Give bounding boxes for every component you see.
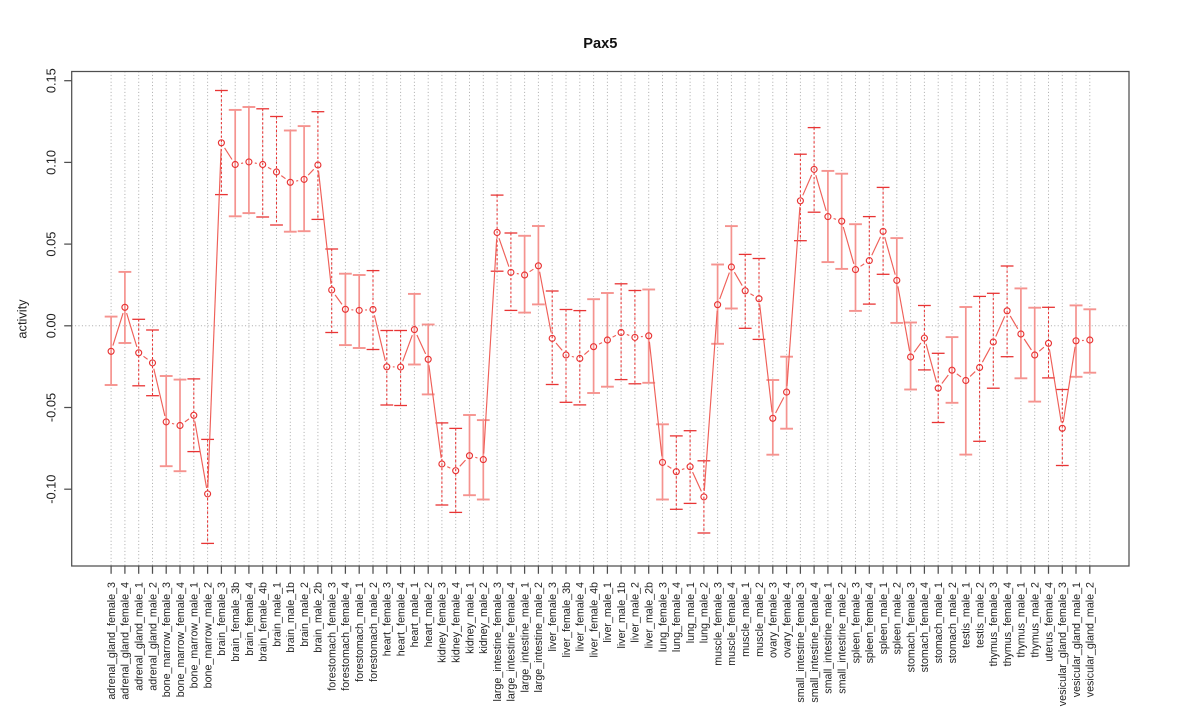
svg-text:liver_female_4b: liver_female_4b — [588, 582, 600, 658]
svg-text:muscle_female_4: muscle_female_4 — [726, 582, 738, 666]
svg-text:kidney_male_1: kidney_male_1 — [464, 582, 476, 654]
svg-text:kidney_male_2: kidney_male_2 — [478, 582, 490, 654]
svg-text:heart_female_4: heart_female_4 — [395, 582, 407, 656]
svg-text:large_intestine_male_1: large_intestine_male_1 — [519, 582, 531, 693]
svg-text:forestomach_male_1: forestomach_male_1 — [354, 582, 366, 682]
svg-text:spleen_female_4: spleen_female_4 — [864, 582, 876, 663]
svg-text:muscle_male_1: muscle_male_1 — [740, 582, 752, 657]
svg-text:large_intestine_female_4: large_intestine_female_4 — [506, 582, 518, 701]
svg-text:brain_female_4b: brain_female_4b — [258, 582, 270, 662]
svg-text:heart_male_1: heart_male_1 — [409, 582, 421, 647]
svg-text:large_intestine_male_2: large_intestine_male_2 — [533, 582, 545, 693]
svg-text:adrenal_gland_female_4: adrenal_gland_female_4 — [120, 582, 132, 700]
svg-text:kidney_female_3: kidney_female_3 — [437, 582, 449, 663]
svg-text:brain_male_2: brain_male_2 — [299, 582, 311, 647]
svg-text:adrenal_gland_male_2: adrenal_gland_male_2 — [147, 582, 159, 691]
svg-text:muscle_male_2: muscle_male_2 — [754, 582, 766, 657]
svg-text:thymus_female_4: thymus_female_4 — [1002, 582, 1014, 666]
svg-text:brain_female_3b: brain_female_3b — [230, 582, 242, 662]
svg-text:stomach_male_1: stomach_male_1 — [933, 582, 945, 663]
svg-text:bone_marrow_male_2: bone_marrow_male_2 — [202, 582, 214, 688]
svg-text:liver_male_2b: liver_male_2b — [644, 582, 656, 649]
svg-text:lung_male_1: lung_male_1 — [685, 582, 697, 643]
svg-text:small_intestine_female_3: small_intestine_female_3 — [795, 582, 807, 703]
svg-text:brain_female_4: brain_female_4 — [244, 582, 256, 656]
svg-text:0.10: 0.10 — [43, 150, 58, 175]
svg-text:forestomach_female_3: forestomach_female_3 — [327, 582, 339, 691]
svg-text:spleen_male_1: spleen_male_1 — [878, 582, 890, 655]
svg-text:0.05: 0.05 — [43, 232, 58, 257]
svg-text:0.00: 0.00 — [43, 313, 58, 338]
svg-text:-0.05: -0.05 — [43, 393, 58, 422]
svg-text:small_intestine_male_2: small_intestine_male_2 — [837, 582, 849, 694]
svg-text:activity: activity — [15, 299, 30, 339]
svg-text:brain_male_2b: brain_male_2b — [313, 582, 325, 653]
svg-text:brain_male_1: brain_male_1 — [271, 582, 283, 647]
svg-text:spleen_male_2: spleen_male_2 — [892, 582, 904, 655]
svg-text:liver_male_2: liver_male_2 — [630, 582, 642, 643]
svg-text:lung_female_3: lung_female_3 — [657, 582, 669, 652]
svg-text:stomach_female_3: stomach_female_3 — [905, 582, 917, 672]
svg-text:-0.10: -0.10 — [43, 475, 58, 504]
svg-text:Pax5: Pax5 — [583, 36, 617, 52]
svg-text:thymus_female_3: thymus_female_3 — [988, 582, 1000, 666]
svg-text:forestomach_male_2: forestomach_male_2 — [368, 582, 380, 682]
svg-text:bone_marrow_female_3: bone_marrow_female_3 — [161, 582, 173, 697]
svg-text:lung_female_4: lung_female_4 — [671, 582, 683, 652]
svg-text:muscle_female_3: muscle_female_3 — [712, 582, 724, 666]
svg-text:heart_female_3: heart_female_3 — [382, 582, 394, 656]
svg-text:bone_marrow_male_1: bone_marrow_male_1 — [189, 582, 201, 688]
svg-text:brain_male_1b: brain_male_1b — [285, 582, 297, 653]
svg-text:0.15: 0.15 — [43, 68, 58, 93]
svg-text:thymus_male_1: thymus_male_1 — [1016, 582, 1028, 658]
svg-text:bone_marrow_female_4: bone_marrow_female_4 — [175, 582, 187, 697]
svg-text:kidney_female_4: kidney_female_4 — [451, 582, 463, 663]
svg-text:spleen_female_3: spleen_female_3 — [850, 582, 862, 663]
svg-text:forestomach_female_4: forestomach_female_4 — [340, 582, 352, 691]
svg-text:thymus_male_2: thymus_male_2 — [1030, 582, 1042, 658]
svg-text:small_intestine_female_4: small_intestine_female_4 — [809, 582, 821, 703]
svg-text:vesicular_gland_female_3: vesicular_gland_female_3 — [1057, 582, 1069, 706]
svg-text:liver_male_1: liver_male_1 — [602, 582, 614, 643]
svg-text:heart_male_2: heart_male_2 — [423, 582, 435, 647]
svg-text:adrenal_gland_female_3: adrenal_gland_female_3 — [106, 582, 118, 700]
svg-text:testis_male_2: testis_male_2 — [974, 582, 986, 648]
svg-text:liver_female_3: liver_female_3 — [547, 582, 559, 652]
svg-text:liver_male_1b: liver_male_1b — [616, 582, 628, 649]
svg-text:vesicular_gland_male_2: vesicular_gland_male_2 — [1085, 582, 1097, 697]
svg-text:ovary_female_3: ovary_female_3 — [768, 582, 780, 658]
svg-text:small_intestine_male_1: small_intestine_male_1 — [823, 582, 835, 694]
svg-text:lung_male_2: lung_male_2 — [699, 582, 711, 643]
svg-text:stomach_male_2: stomach_male_2 — [947, 582, 959, 663]
svg-text:testis_male_1: testis_male_1 — [961, 582, 973, 648]
svg-text:uterus_female_4: uterus_female_4 — [1043, 582, 1055, 662]
svg-text:large_intestine_female_3: large_intestine_female_3 — [492, 582, 504, 701]
svg-text:ovary_female_4: ovary_female_4 — [781, 582, 793, 658]
svg-text:vesicular_gland_male_1: vesicular_gland_male_1 — [1071, 582, 1083, 697]
svg-text:liver_female_3b: liver_female_3b — [561, 582, 573, 658]
svg-text:liver_female_4: liver_female_4 — [575, 582, 587, 652]
svg-text:brain_female_3: brain_female_3 — [216, 582, 228, 656]
svg-text:adrenal_gland_male_1: adrenal_gland_male_1 — [134, 582, 146, 691]
svg-text:stomach_female_4: stomach_female_4 — [919, 582, 931, 672]
